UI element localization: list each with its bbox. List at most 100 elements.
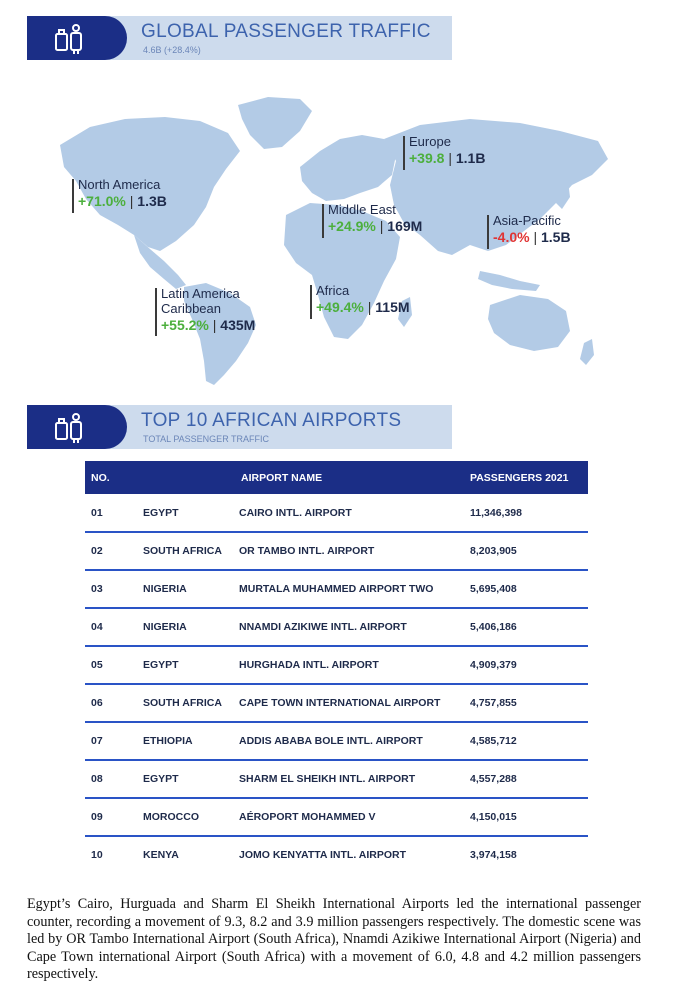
region-name-line2: Caribbean	[161, 301, 221, 316]
world-map	[60, 97, 608, 385]
region-africa: Africa +49.4% | 115M	[310, 283, 410, 319]
cell-no: 03	[91, 583, 103, 595]
cell-no: 05	[91, 659, 103, 671]
cell-no: 07	[91, 735, 103, 747]
summary-paragraph: Egypt’s Cairo, Hurguada and Sharm El She…	[27, 896, 641, 982]
map-europe	[300, 135, 396, 201]
cell-no: 08	[91, 773, 103, 785]
region-name: Europe	[409, 134, 451, 149]
region-total: 1.3B	[137, 193, 167, 209]
map-north-america	[60, 117, 240, 251]
cell-airport: SHARM EL SHEIKH INTL. AIRPORT	[239, 773, 416, 785]
cell-airport: ADDIS ABABA BOLE INTL. AIRPORT	[239, 735, 423, 747]
cell-country: EGYPT	[143, 773, 179, 785]
cell-no: 04	[91, 621, 103, 633]
region-change: +55.2%	[161, 317, 209, 333]
map-mexico	[134, 235, 186, 289]
luggage-traveler-icon	[27, 16, 127, 60]
global-traffic-title: GLOBAL PASSENGER TRAFFIC	[141, 21, 431, 42]
cell-passengers: 11,346,398	[470, 507, 522, 519]
cell-country: SOUTH AFRICA	[143, 545, 222, 557]
cell-airport: AÉROPORT MOHAMMED V	[239, 811, 376, 823]
cell-airport: HURGHADA INTL. AIRPORT	[239, 659, 379, 671]
table-row: 06 SOUTH AFRICA CAPE TOWN INTERNATIONAL …	[85, 684, 588, 723]
region-change: +49.4%	[316, 299, 364, 315]
region-total: 169M	[387, 218, 423, 234]
cell-no: 06	[91, 697, 103, 709]
cell-airport: CAPE TOWN INTERNATIONAL AIRPORT	[239, 697, 441, 709]
region-total: 1.1B	[455, 150, 486, 166]
cell-no: 09	[91, 811, 103, 823]
region-asia-pacific: Asia-Pacific -4.0% | 1.5B	[487, 213, 571, 249]
cell-passengers: 3,974,158	[470, 849, 517, 861]
map-australia	[488, 295, 570, 351]
global-traffic-banner: GLOBAL PASSENGER TRAFFIC 4.6B (+28.4%)	[27, 16, 452, 60]
map-greenland	[238, 97, 312, 149]
cell-airport: CAIRO INTL. AIRPORT	[239, 507, 352, 519]
region-middle-east: Middle East +24.9% | 169M	[322, 202, 423, 238]
cell-airport: JOMO KENYATTA INTL. AIRPORT	[239, 849, 407, 861]
cell-passengers: 4,585,712	[470, 735, 517, 747]
african-airports-subtitle: TOTAL PASSENGER TRAFFIC	[143, 434, 270, 444]
cell-passengers: 5,406,186	[470, 621, 517, 633]
region-name: Middle East	[328, 202, 396, 217]
region-change: +71.0%	[78, 193, 126, 209]
cell-no: 10	[91, 849, 103, 861]
region-name: Asia-Pacific	[493, 213, 561, 228]
header-airport-name: AIRPORT NAME	[241, 472, 323, 484]
table-row: 07 ETHIOPIA ADDIS ABABA BOLE INTL. AIRPO…	[85, 722, 588, 761]
cell-country: EGYPT	[143, 659, 179, 671]
region-total: 435M	[220, 317, 256, 333]
table-row: 09 MOROCCO AÉROPORT MOHAMMED V 4,150,015	[85, 798, 588, 837]
region-name: North America	[78, 177, 161, 192]
table-row: 02 SOUTH AFRICA OR TAMBO INTL. AIRPORT 8…	[85, 532, 588, 571]
cell-passengers: 5,695,408	[470, 583, 517, 595]
cell-passengers: 4,909,379	[470, 659, 517, 671]
african-airports-banner: TOP 10 AFRICAN AIRPORTS TOTAL PASSENGER …	[27, 405, 452, 449]
table-header: NO. AIRPORT NAME PASSENGERS 2021	[85, 461, 588, 494]
region-change: +39.8	[409, 150, 445, 166]
region-total: 115M	[375, 299, 410, 315]
map-new-zealand	[580, 339, 594, 365]
cell-no: 01	[91, 507, 103, 519]
global-traffic-subtitle: 4.6B (+28.4%)	[143, 45, 201, 55]
region-north-america: North America +71.0% | 1.3B	[72, 177, 167, 213]
cell-country: MOROCCO	[143, 811, 199, 823]
african-airports-title: TOP 10 AFRICAN AIRPORTS	[141, 410, 402, 431]
cell-passengers: 4,757,855	[470, 697, 517, 709]
region-latin-america: Latin America Caribbean +55.2% | 435M	[155, 286, 256, 336]
header-passengers: PASSENGERS 2021	[470, 472, 569, 484]
region-name: Latin America	[161, 286, 240, 301]
cell-country: EGYPT	[143, 507, 179, 519]
cell-passengers: 4,557,288	[470, 773, 517, 785]
cell-airport: MURTALA MUHAMMED AIRPORT TWO	[239, 583, 434, 595]
cell-country: SOUTH AFRICA	[143, 697, 222, 709]
cell-country: ETHIOPIA	[143, 735, 193, 747]
cell-passengers: 4,150,015	[470, 811, 517, 823]
table-row: 01 EGYPT CAIRO INTL. AIRPORT 11,346,398	[85, 494, 588, 533]
region-change: +24.9%	[328, 218, 376, 234]
map-japan	[556, 181, 570, 209]
map-indonesia	[478, 271, 540, 291]
map-asia	[384, 119, 608, 255]
region-total: 1.5B	[541, 229, 571, 245]
luggage-traveler-icon	[27, 405, 127, 449]
map-south-america	[184, 283, 256, 385]
cell-country: NIGERIA	[143, 621, 187, 633]
cell-airport: NNAMDI AZIKIWE INTL. AIRPORT	[239, 621, 407, 633]
map-madagascar	[398, 297, 412, 327]
cell-airport: OR TAMBO INTL. AIRPORT	[239, 545, 375, 557]
cell-passengers: 8,203,905	[470, 545, 517, 557]
map-africa	[284, 203, 400, 339]
cell-country: KENYA	[143, 849, 179, 861]
table-row: 08 EGYPT SHARM EL SHEIKH INTL. AIRPORT 4…	[85, 760, 588, 799]
region-name: Africa	[316, 283, 350, 298]
region-change: -4.0%	[493, 229, 530, 245]
header-no: NO.	[91, 472, 110, 484]
cell-country: NIGERIA	[143, 583, 187, 595]
table-row: 03 NIGERIA MURTALA MUHAMMED AIRPORT TWO …	[85, 570, 588, 609]
region-europe: Europe +39.8 | 1.1B	[403, 134, 486, 170]
table-row: 10 KENYA JOMO KENYATTA INTL. AIRPORT 3,9…	[85, 836, 588, 873]
cell-no: 02	[91, 545, 103, 557]
table-row: 05 EGYPT HURGHADA INTL. AIRPORT 4,909,37…	[85, 646, 588, 685]
